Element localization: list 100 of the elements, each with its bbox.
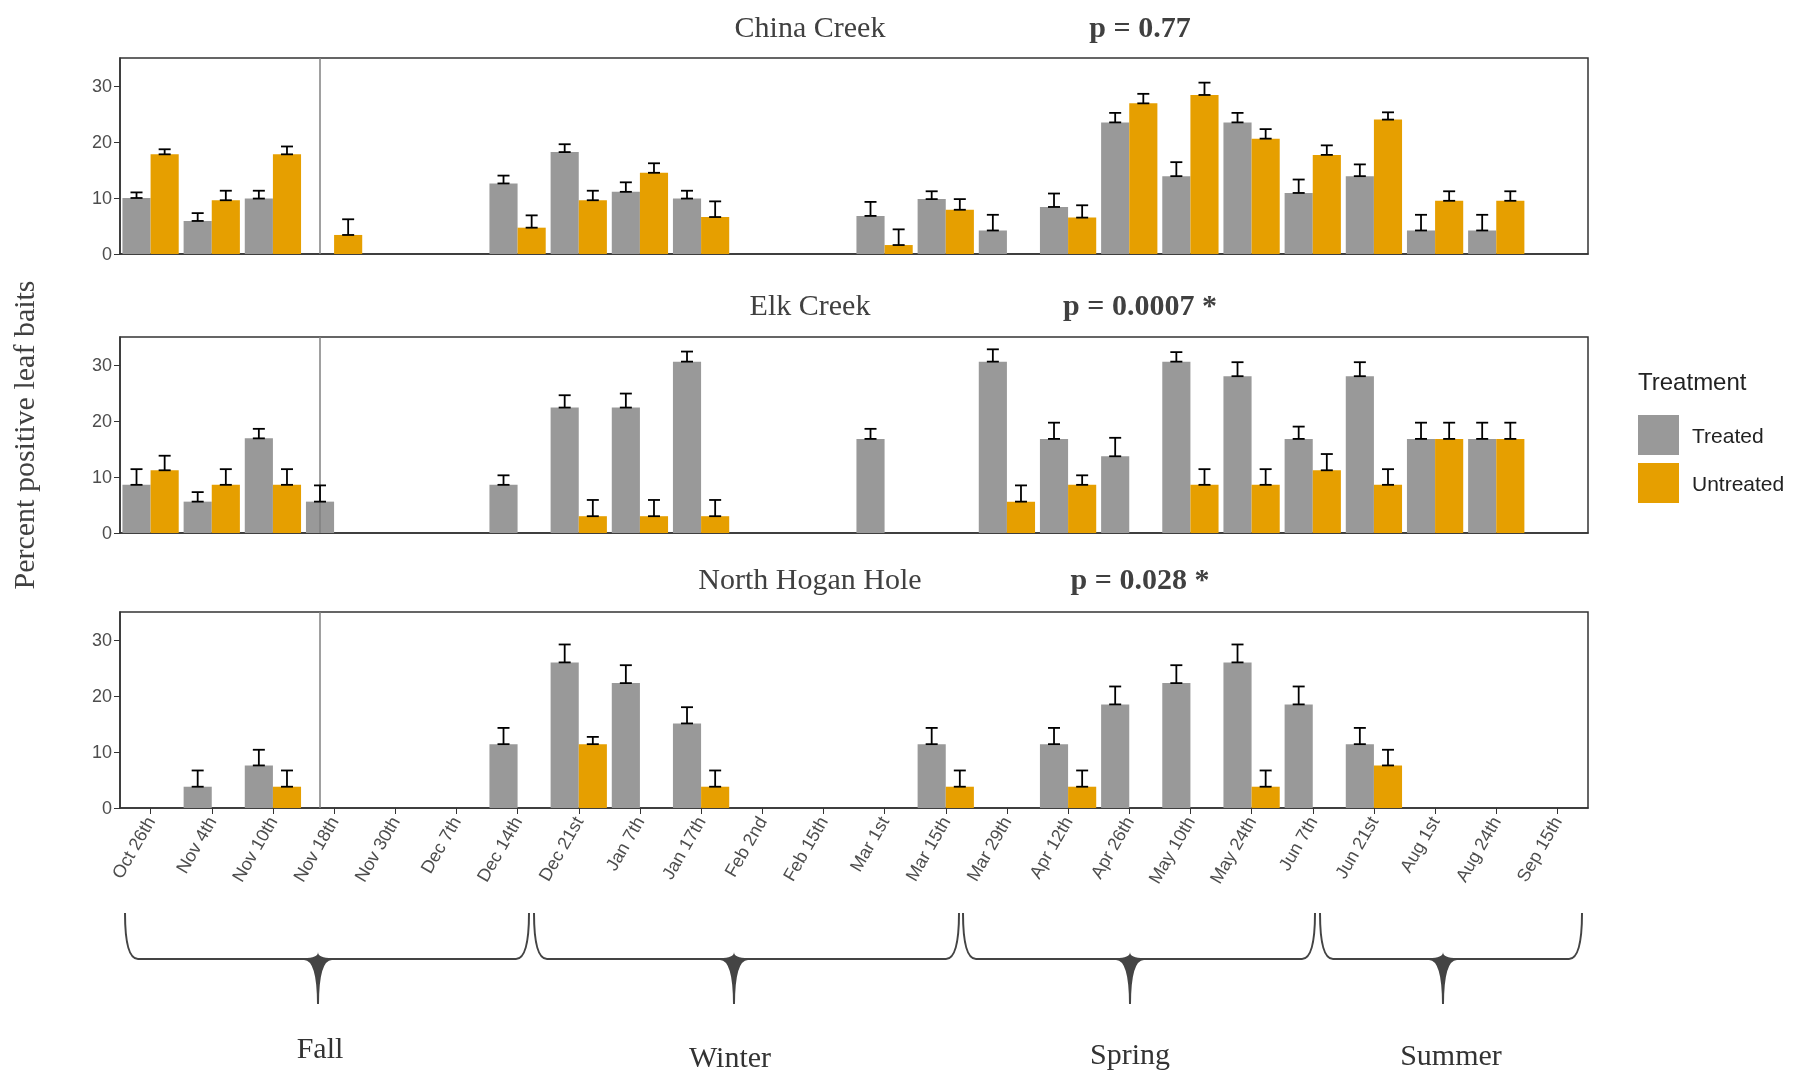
bar xyxy=(1039,744,1069,808)
bar xyxy=(489,744,518,808)
bar xyxy=(1251,138,1280,254)
bar xyxy=(578,200,607,254)
chart-title: North Hogan Hole xyxy=(698,561,922,595)
bar xyxy=(550,662,579,808)
bar xyxy=(244,198,273,254)
bar xyxy=(334,234,363,254)
y-tick-label: 0 xyxy=(101,798,112,818)
bar xyxy=(917,744,946,808)
bar xyxy=(1101,704,1130,808)
bar xyxy=(1496,200,1525,254)
bar xyxy=(1068,786,1097,808)
bar xyxy=(672,723,702,808)
bar xyxy=(1345,376,1374,533)
bar xyxy=(1223,662,1252,808)
bar xyxy=(945,209,974,254)
bar xyxy=(701,516,730,533)
bar xyxy=(489,183,518,254)
legend-label: Untreated xyxy=(1692,471,1785,495)
bar xyxy=(611,407,640,533)
bar xyxy=(122,198,151,254)
y-tick-label: 10 xyxy=(91,467,112,487)
legend-title: Treatment xyxy=(1638,367,1747,395)
bar xyxy=(1435,438,1464,533)
bar xyxy=(1068,217,1097,254)
y-tick-label: 0 xyxy=(101,244,112,264)
bar xyxy=(1373,765,1403,808)
bar xyxy=(884,245,913,254)
bar xyxy=(183,501,212,533)
bar xyxy=(611,191,640,254)
bar xyxy=(211,200,240,254)
bar xyxy=(1223,122,1252,254)
bar xyxy=(856,438,885,533)
bar xyxy=(578,516,607,533)
bar xyxy=(1129,103,1158,254)
bar xyxy=(150,154,179,254)
bar xyxy=(1312,154,1341,254)
y-tick-label: 10 xyxy=(91,188,112,208)
bar xyxy=(1435,200,1464,254)
bar xyxy=(856,215,885,254)
y-tick-label: 30 xyxy=(91,76,112,96)
bar xyxy=(1190,94,1219,254)
y-tick-label: 30 xyxy=(91,630,112,650)
y-tick-label: 0 xyxy=(101,523,112,543)
bar xyxy=(1345,176,1374,254)
bar xyxy=(639,516,669,533)
bar xyxy=(1223,376,1252,533)
bar xyxy=(1039,438,1069,533)
bar xyxy=(150,470,179,533)
x-tick-label: Jun 7th xyxy=(1274,813,1322,875)
text: Spring xyxy=(1089,1036,1171,1070)
chart-subtitle: p = 0.77 xyxy=(1089,9,1191,43)
bar xyxy=(1312,470,1341,533)
bar xyxy=(244,438,273,533)
bar xyxy=(639,172,669,254)
y-tick-label: 20 xyxy=(91,411,112,431)
bar xyxy=(701,217,730,254)
bar xyxy=(1101,456,1130,533)
bar xyxy=(945,786,974,808)
bar xyxy=(1251,484,1280,533)
bar xyxy=(272,484,302,533)
y-tick-label: 30 xyxy=(91,355,112,375)
x-tick-label: Jan 7th xyxy=(601,813,649,875)
bar xyxy=(1496,438,1525,533)
bar xyxy=(550,407,579,533)
bar xyxy=(1162,683,1191,808)
bar xyxy=(122,484,151,533)
bar xyxy=(1068,484,1097,533)
text: Fall xyxy=(296,1030,344,1064)
bar xyxy=(978,361,1007,533)
bar xyxy=(211,484,240,533)
bar xyxy=(578,744,607,808)
bar xyxy=(489,484,518,533)
bar xyxy=(978,230,1007,254)
bar xyxy=(1468,230,1497,254)
y-tick-label: 20 xyxy=(91,132,112,152)
chart-subtitle: p = 0.0007 * xyxy=(1063,287,1217,321)
y-axis-title: Percent positive leaf baits xyxy=(6,280,40,590)
bar xyxy=(1101,122,1130,254)
bar xyxy=(244,765,273,808)
bar xyxy=(550,152,579,254)
bar xyxy=(1284,704,1313,808)
bar xyxy=(1373,484,1403,533)
bar xyxy=(1039,206,1069,254)
bar xyxy=(1345,744,1374,808)
chart-title: Elk Creek xyxy=(749,287,871,321)
bar xyxy=(672,361,702,533)
y-tick-label: 10 xyxy=(91,742,112,762)
bar xyxy=(1190,484,1219,533)
bar xyxy=(1284,438,1313,533)
chart-subtitle: p = 0.028 * xyxy=(1070,561,1210,595)
bar xyxy=(1162,361,1191,533)
bar xyxy=(272,154,302,254)
bar xyxy=(672,198,702,254)
bar xyxy=(701,786,730,808)
text: Winter xyxy=(688,1039,772,1073)
bar xyxy=(1162,176,1191,254)
bar xyxy=(1251,786,1280,808)
text: Summer xyxy=(1400,1037,1502,1071)
